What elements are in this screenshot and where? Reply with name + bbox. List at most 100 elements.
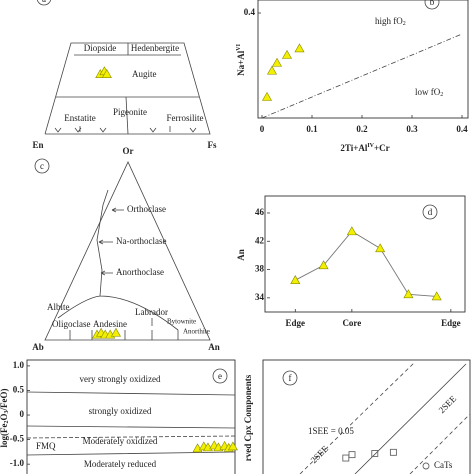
point (281, 49, 293, 59)
y-axis-title: rved Cpx Components (243, 374, 253, 461)
legend-marker (422, 462, 430, 470)
point (294, 43, 305, 53)
title-part: log(Fe (0, 424, 9, 448)
vertex-label: Ab (32, 342, 44, 352)
field-label: Orthoclase (127, 204, 166, 214)
field-label: Andesine (93, 319, 127, 329)
vertex-label: En (32, 140, 43, 150)
field-line (125, 96, 129, 135)
triangle (44, 161, 211, 341)
point (403, 289, 414, 299)
y-tick-label: -1.0 (10, 458, 25, 468)
title-sup: VI (236, 43, 242, 50)
point (371, 450, 379, 457)
point (290, 275, 301, 284)
annotation: 1SEE = 0.05 (308, 426, 354, 436)
point (101, 69, 112, 78)
panel-e: e very strongly oxidized strongly oxidiz… (0, 359, 236, 474)
field-label: Bytownite (167, 318, 196, 326)
frame (26, 359, 236, 474)
annotation: high fO2 (375, 16, 406, 27)
title-part: +Cr (374, 143, 390, 153)
field-boundaries (57, 189, 179, 340)
x-tick-label: 0.3 (406, 124, 418, 134)
quadrilateral (44, 42, 211, 135)
annotation-sub: 2 (403, 21, 406, 27)
panel-badge (282, 370, 298, 386)
x-axis-title: 2Ti+AlIV+Cr (340, 143, 389, 153)
title-part: /FeO) (0, 388, 9, 411)
point (346, 226, 357, 236)
boundary-line (261, 33, 463, 119)
point (318, 260, 329, 270)
annotation: 2SEE (437, 393, 459, 415)
panel-badge (36, 0, 52, 6)
x-tick-label: Edge (286, 318, 306, 328)
title-sub: 3 (4, 410, 10, 413)
field-label: Albite (47, 302, 70, 312)
field-label: Augite (132, 69, 157, 79)
panel-c: c Or Ab An Orthoclase Na-orthoclase Anor… (32, 146, 220, 352)
x-tick-label: 0.4 (456, 124, 468, 134)
point (261, 91, 273, 101)
x-tick-label: 0 (260, 124, 265, 134)
point (227, 441, 238, 451)
annotation-sub: 2 (440, 92, 443, 98)
annotation: Moderately reduced (84, 459, 157, 469)
panel-badge (422, 204, 438, 220)
panel-letter: d (428, 207, 433, 217)
panel-letter: a (42, 0, 46, 4)
y-axis-title: log(Fe2O3/FeO) (0, 388, 10, 447)
y-tick-label: 0.4 (244, 7, 256, 17)
field-label: Pigeonite (113, 107, 147, 117)
point (348, 451, 356, 459)
panel-letter: c (40, 161, 44, 171)
y-tick-label: 42 (255, 235, 265, 245)
panel-a: a Diopside Hedenbergite Augite Pigeonite… (32, 0, 217, 150)
annotation: FMQ (36, 441, 56, 451)
fmq-line (26, 435, 236, 439)
frame (264, 195, 466, 313)
ticks (54, 126, 197, 133)
title-part: Na+Al (236, 50, 246, 76)
point (431, 291, 442, 301)
point (375, 243, 386, 253)
panel-letter: f (289, 373, 292, 383)
one-to-one-line (354, 363, 467, 474)
field-label: Labrador (135, 307, 168, 317)
annotation: low fO2 (415, 87, 443, 98)
y-tick-label: 0.5 (13, 385, 25, 395)
y-axis-title: Na+AlVI (236, 43, 246, 75)
point (342, 454, 350, 462)
see-line (409, 413, 471, 474)
arrows (98, 207, 153, 326)
panel-b: b high fO2 low fO2 2Ti+AlIV+Cr Na+AlVI (236, 0, 469, 153)
panel-letter: b (430, 0, 435, 7)
field-label: Diopside (84, 43, 117, 53)
annotation-text: high fO (375, 16, 403, 26)
frame (262, 359, 471, 474)
vertex-label: An (208, 342, 220, 352)
y-tick-label: 38 (255, 264, 265, 274)
y-tick-label: -0.5 (10, 434, 25, 444)
annotation: Moderately oxidized (83, 436, 158, 446)
field-label: Anorthoclase (116, 267, 164, 277)
field-label: Anorthite (183, 328, 210, 336)
panel-badge (424, 0, 440, 10)
frame (257, 0, 469, 119)
panel-badge (212, 368, 228, 384)
title-part: 2Ti+Al (340, 143, 367, 153)
title-part: O (0, 413, 9, 420)
boundary-lines (26, 391, 236, 456)
point (110, 327, 121, 337)
field-label: Na-orthoclase (116, 236, 166, 246)
title-sup: IV (367, 143, 374, 149)
annotation-text: low fO (415, 87, 441, 97)
vertex-label: Fs (208, 140, 217, 150)
x-tick-label: 0.2 (356, 124, 368, 134)
y-tick-label: 46 (255, 207, 265, 217)
annotation: strongly oxidized (89, 406, 152, 416)
panel-f: f 1SEE = 0.05 2SEE 2SEE rved Cpx Compone… (243, 359, 471, 474)
series-line (295, 230, 437, 297)
